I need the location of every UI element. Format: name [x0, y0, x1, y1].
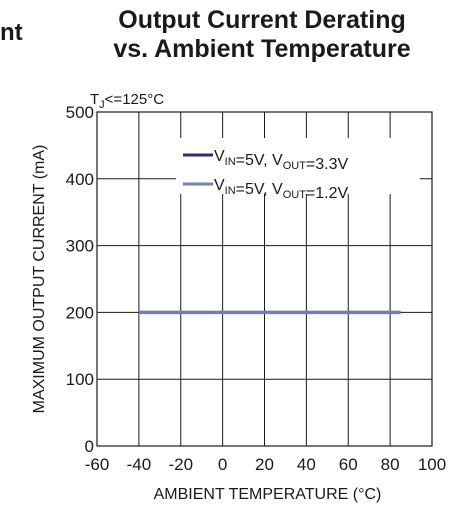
- x-tick-label: 80: [381, 455, 400, 474]
- condition-note: TJ<=125°C: [90, 91, 164, 111]
- x-tick-label: -40: [127, 455, 152, 474]
- x-tick-label: 100: [418, 455, 446, 474]
- x-tick-label: 60: [339, 455, 358, 474]
- x-tick-label: -20: [168, 455, 193, 474]
- left-edge-text: nt: [0, 19, 23, 46]
- x-tick-label: 40: [297, 455, 316, 474]
- legend-background: [176, 138, 420, 194]
- chart-title-line-2: vs. Ambient Temperature: [113, 35, 410, 63]
- legend-label: VIN=5V, VOUT=3.3V: [214, 148, 349, 173]
- y-tick-label: 300: [66, 237, 94, 256]
- legend-label: VIN=5V, VOUT=1.2V: [214, 177, 349, 202]
- y-tick-label: 100: [66, 370, 94, 389]
- x-tick-label: -60: [85, 455, 110, 474]
- y-tick-label: 400: [66, 170, 94, 189]
- y-tick-label: 500: [66, 103, 94, 122]
- chart-title-line-1: Output Current Derating: [118, 6, 406, 34]
- y-tick-label: 200: [66, 303, 94, 322]
- x-tick-label: 20: [255, 455, 274, 474]
- x-tick-label: 0: [218, 455, 227, 474]
- plot-area: -60 -40 -20 0 20 40 60 80 100 0 100 200 300 400 500 AMB…: [31, 91, 446, 503]
- plot-frame: [96, 111, 433, 447]
- x-axis-title: AMBIENT TEMPERATURE (°C): [154, 486, 382, 503]
- y-axis-title: MAXIMUM OUTPUT CURRENT (mA): [31, 145, 48, 414]
- y-tick-label: 0: [85, 437, 94, 456]
